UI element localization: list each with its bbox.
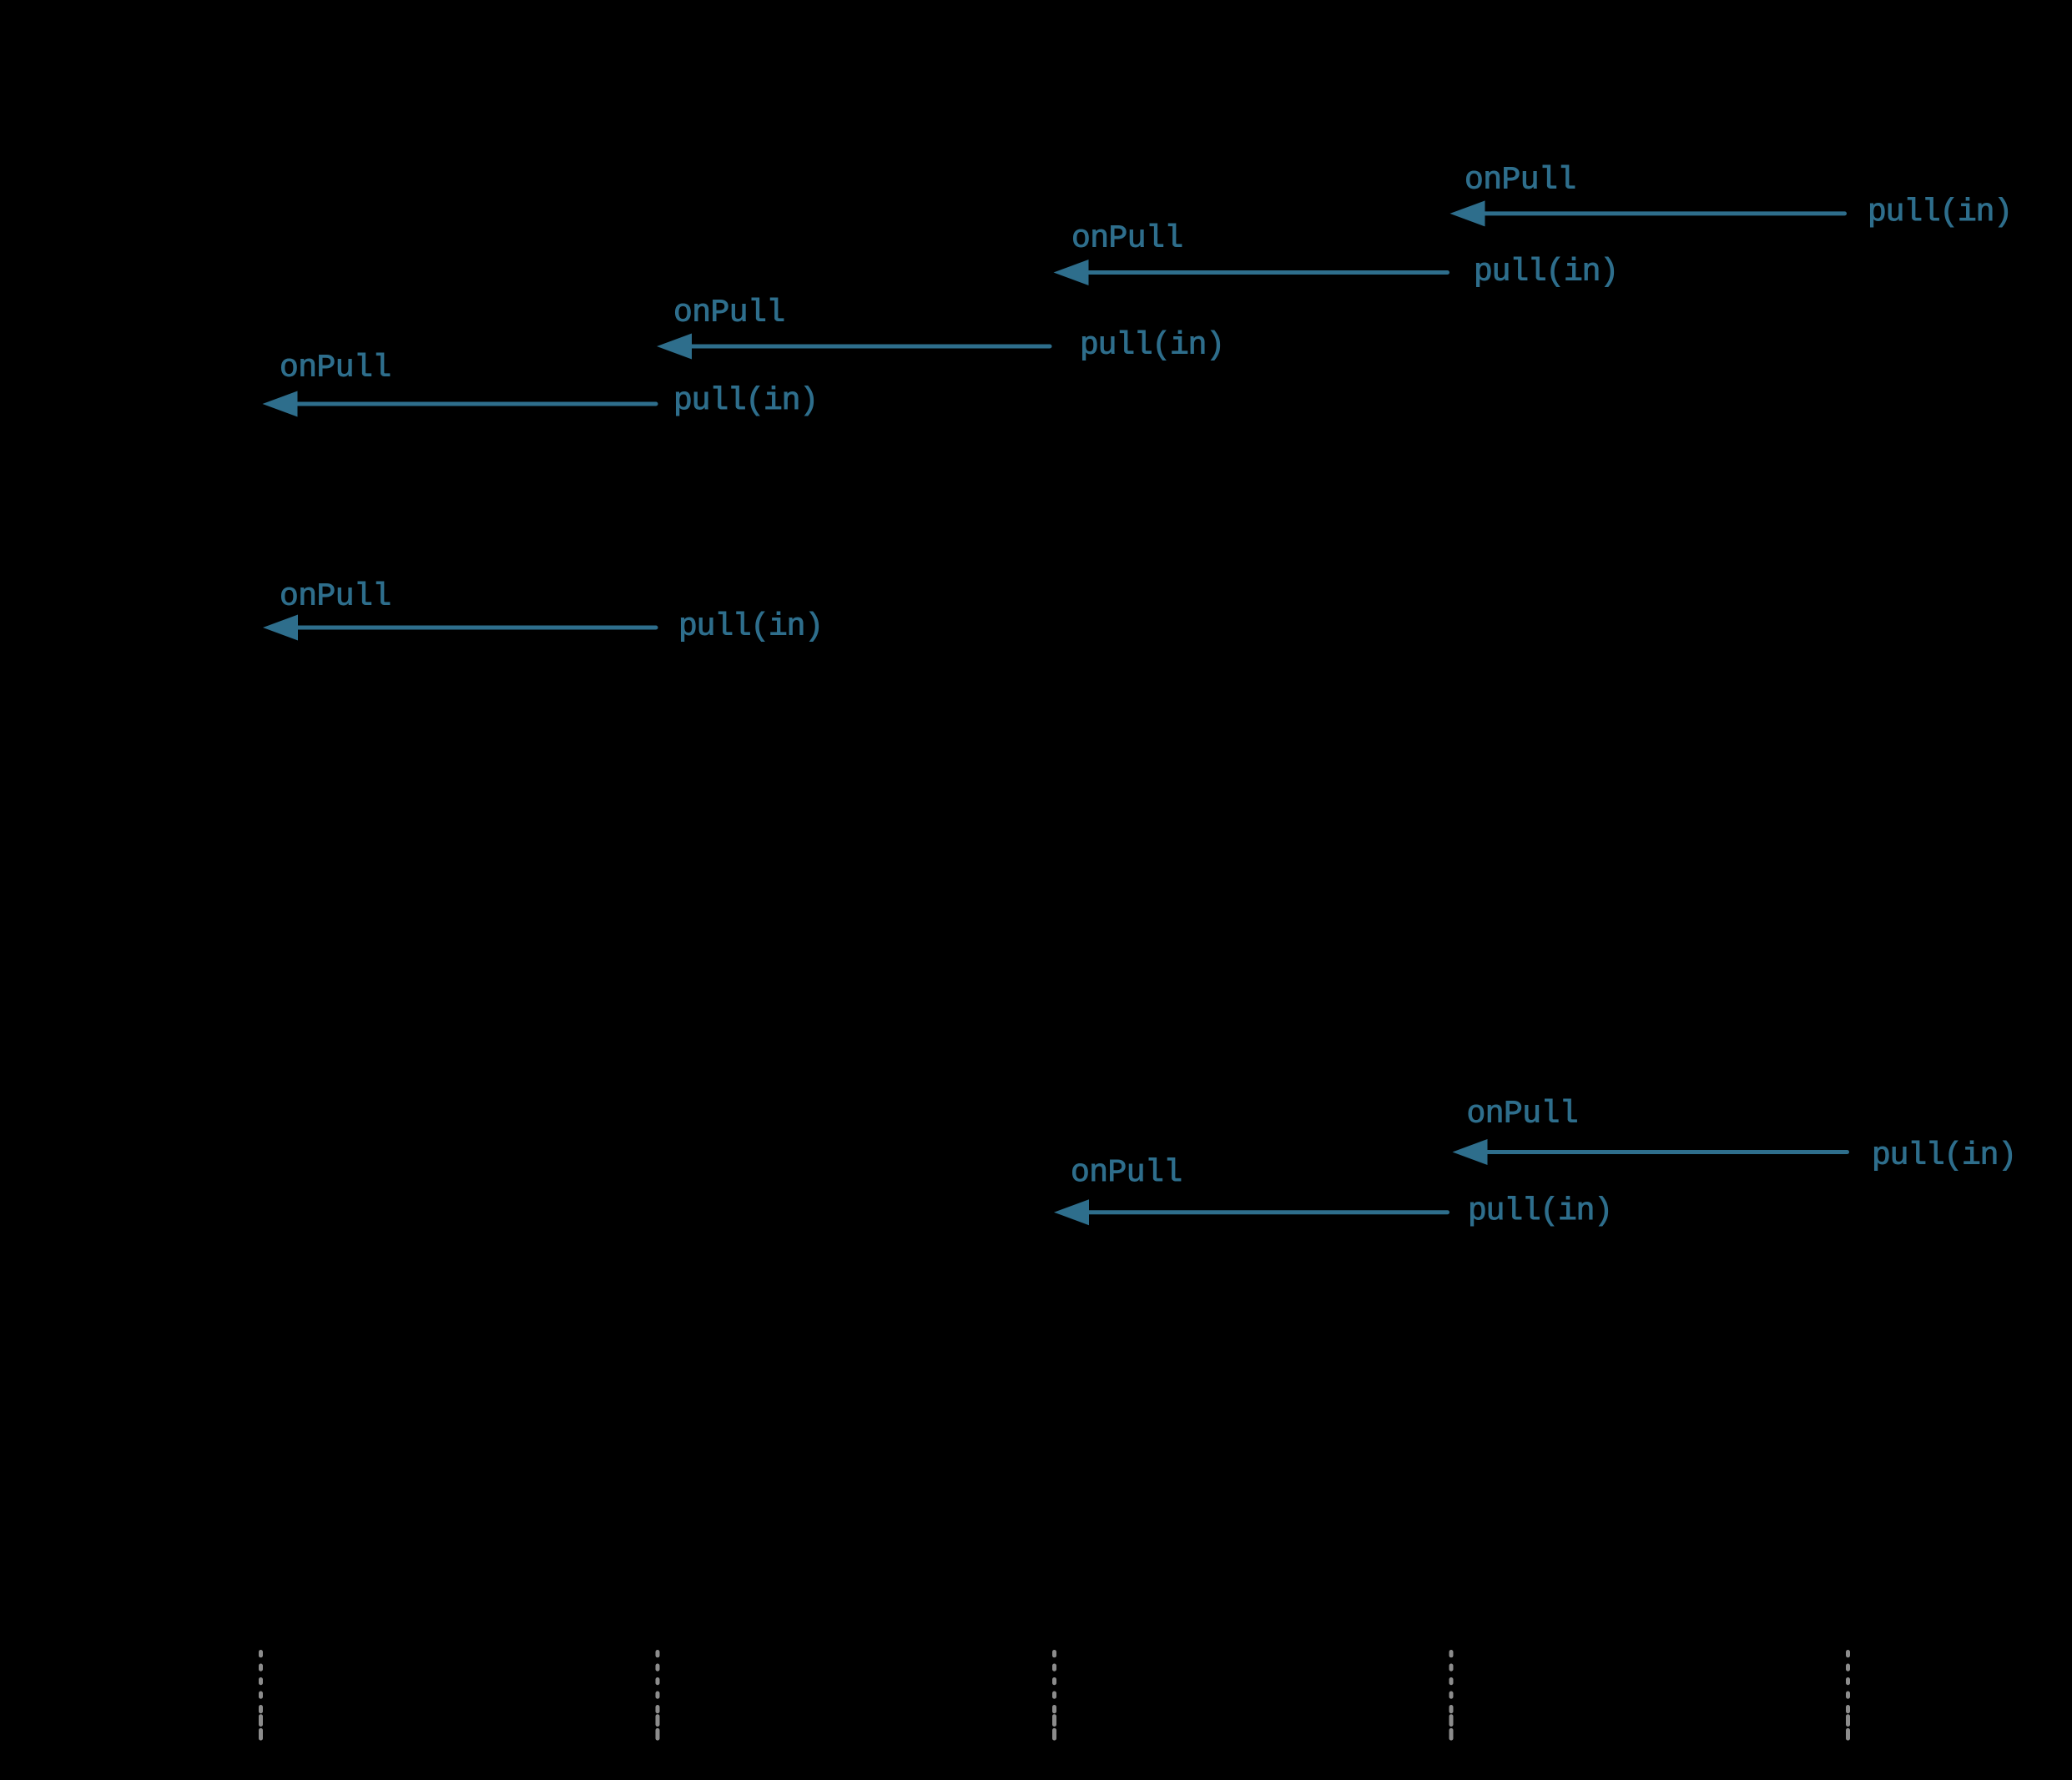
svg-text:pull(in): pull(in) xyxy=(678,609,824,645)
svg-text:pull(in): pull(in) xyxy=(1868,194,2013,230)
svg-text:onPull: onPull xyxy=(673,295,785,331)
svg-text:onPull: onPull xyxy=(1071,221,1183,257)
svg-text:onPull: onPull xyxy=(280,350,391,386)
svg-text:onPull: onPull xyxy=(1071,1155,1182,1191)
svg-text:pull(in): pull(in) xyxy=(1474,255,1619,290)
svg-text:pull(in): pull(in) xyxy=(1080,328,1225,364)
svg-text:pull(in): pull(in) xyxy=(673,383,819,419)
svg-text:onPull: onPull xyxy=(280,579,391,615)
svg-text:onPull: onPull xyxy=(1465,163,1576,199)
svg-text:pull(in): pull(in) xyxy=(1468,1193,1613,1229)
svg-text:onPull: onPull xyxy=(1467,1097,1579,1132)
svg-text:pull(in): pull(in) xyxy=(1872,1138,2017,1174)
